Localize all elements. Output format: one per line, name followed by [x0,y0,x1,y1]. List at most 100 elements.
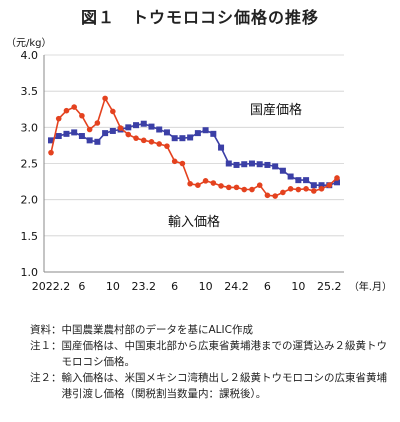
data-point [71,129,78,136]
data-point [102,95,108,102]
x-tick-label: 10 [291,280,305,293]
data-point [187,134,194,141]
data-point [256,161,263,168]
series-label-import: 輸入価格 [168,214,220,230]
data-point [110,108,116,115]
data-point [187,180,193,187]
data-point [264,161,271,168]
data-point [210,130,217,137]
chart: 1.0 1.5 2.0 2.5 3.0 3.5 4.0 2022.2 6 10 23.2 6 10 24.… [6,37,392,293]
data-point [86,137,93,144]
data-point [94,138,101,145]
data-point [256,182,263,188]
data-point [334,179,340,186]
note-body: 中国農業農村部のデータを基にALIC作成 [61,324,253,336]
data-point [241,161,248,168]
y-tick-label: 2.0 [21,194,39,207]
note-body: 国産価格は、中国東北部から広東省黄埔港までの運賃込み２級黄トウモロコシ価格。 [61,340,388,368]
data-point [71,104,77,110]
data-point [318,186,325,192]
data-point [334,175,340,181]
data-point [326,182,333,188]
data-point [295,186,302,193]
figure-title: 図１ トウモロコシ価格の推移 [80,8,319,27]
data-point [148,123,155,130]
data-point [241,186,248,193]
data-point [125,131,132,138]
notes: 資料： 中国農業農村部のデータを基にALIC作成 注１： 国産価格は、中国東北部… [30,322,394,402]
data-point [295,177,302,184]
data-point [218,183,224,189]
data-point [48,137,54,144]
data-point [63,130,70,137]
data-point [225,160,232,167]
note-1: 注１： 国産価格は、中国東北部から広東省黄埔港までの運賃込み２級黄トウモロコシ価… [30,338,394,370]
data-point [318,182,325,189]
data-point [179,135,186,142]
x-tick-label: 2022.2 [32,280,71,293]
note-2: 注２： 輸入価格は、米国メキシコ湾積出し２級黄トウモロコシの広東省黄埔港引渡し価… [30,370,394,402]
data-point [133,122,140,129]
data-point [218,144,225,151]
data-point [109,127,116,134]
note-source: 資料： 中国農業農村部のデータを基にALIC作成 [30,322,394,338]
data-point [156,126,163,133]
x-tick-label: 10 [106,280,120,293]
data-point [55,133,62,140]
data-point [202,127,209,134]
note-head: 注２： [30,372,62,384]
data-point [63,107,70,114]
data-point [279,167,286,174]
x-tick-label: 6 [78,280,85,293]
y-tick-label: 1.5 [21,230,39,243]
data-point [194,130,201,137]
y-tick-label: 1.0 [21,266,39,279]
data-point [210,180,217,186]
data-point [249,186,255,193]
data-point [171,135,178,142]
data-point [78,133,85,140]
x-tick-label: 25.2 [317,280,342,293]
data-point [148,139,155,145]
y-tick-label: 3.0 [21,121,39,134]
data-point [280,189,286,196]
data-point [233,184,240,191]
data-point [272,163,279,170]
y-tick-label: 2.5 [21,158,39,171]
data-point [287,186,294,192]
data-point [171,158,178,165]
data-point [133,135,139,141]
data-point [102,130,109,137]
data-point [202,178,209,184]
data-point [48,149,54,156]
data-point [195,182,201,188]
y-axis-label: （元/kg） [6,37,52,49]
data-point [94,120,101,126]
series-line-1 [50,122,338,186]
data-point [303,177,310,184]
x-tick-label: 23.2 [132,280,157,293]
data-point [287,173,294,180]
data-point [164,143,170,149]
data-point [233,161,240,168]
data-point [303,186,309,192]
data-point [248,160,255,167]
data-point [86,126,93,133]
data-point [310,182,317,189]
data-point [264,192,271,199]
x-tick-label: 10 [199,280,213,293]
data-point [117,125,124,131]
data-point [79,112,85,119]
note-head: 資料： [30,324,62,336]
data-point [225,184,232,191]
x-tick-label: 6 [264,280,271,293]
data-point [125,124,132,131]
data-point [311,188,317,194]
x-tick-label: 6 [171,280,178,293]
x-axis-label: （年.月） [349,280,392,293]
note-head: 注１： [30,340,62,352]
data-point [272,193,278,199]
data-point [179,160,186,167]
y-tick-label: 4.0 [21,49,39,62]
